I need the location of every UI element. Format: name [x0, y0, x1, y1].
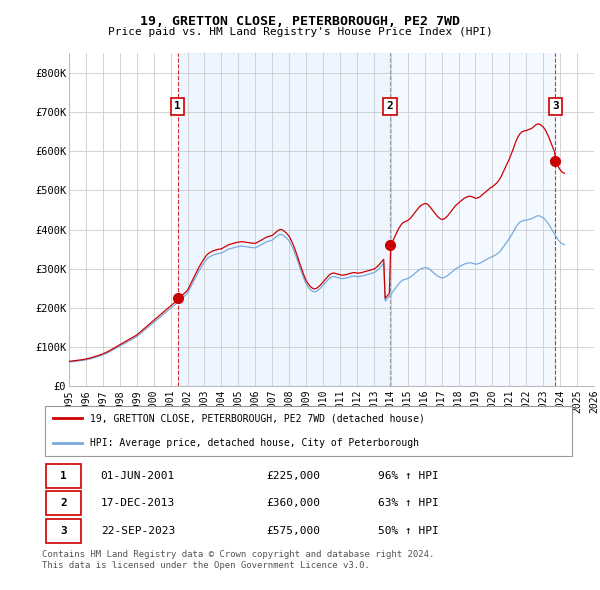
- Text: 3: 3: [552, 101, 559, 112]
- Bar: [390, 53, 556, 386]
- Text: 19, GRETTON CLOSE, PETERBOROUGH, PE2 7WD: 19, GRETTON CLOSE, PETERBOROUGH, PE2 7WD: [140, 15, 460, 28]
- Text: 2: 2: [387, 101, 394, 112]
- Text: 2: 2: [60, 498, 67, 508]
- Text: Contains HM Land Registry data © Crown copyright and database right 2024.: Contains HM Land Registry data © Crown c…: [42, 550, 434, 559]
- Text: £575,000: £575,000: [266, 526, 320, 536]
- Text: 1: 1: [60, 471, 67, 481]
- FancyBboxPatch shape: [44, 406, 572, 455]
- Text: HPI: Average price, detached house, City of Peterborough: HPI: Average price, detached house, City…: [90, 438, 419, 448]
- Text: 17-DEC-2013: 17-DEC-2013: [101, 498, 175, 508]
- Text: This data is licensed under the Open Government Licence v3.0.: This data is licensed under the Open Gov…: [42, 560, 370, 569]
- Text: 01-JUN-2001: 01-JUN-2001: [101, 471, 175, 481]
- Text: 50% ↑ HPI: 50% ↑ HPI: [379, 526, 439, 536]
- Text: 19, GRETTON CLOSE, PETERBOROUGH, PE2 7WD (detached house): 19, GRETTON CLOSE, PETERBOROUGH, PE2 7WD…: [90, 414, 425, 424]
- Text: 96% ↑ HPI: 96% ↑ HPI: [379, 471, 439, 481]
- Text: 22-SEP-2023: 22-SEP-2023: [101, 526, 175, 536]
- Text: Price paid vs. HM Land Registry's House Price Index (HPI): Price paid vs. HM Land Registry's House …: [107, 27, 493, 37]
- Text: £360,000: £360,000: [266, 498, 320, 508]
- Text: £225,000: £225,000: [266, 471, 320, 481]
- FancyBboxPatch shape: [46, 491, 81, 515]
- Text: 1: 1: [175, 101, 181, 112]
- Text: 3: 3: [60, 526, 67, 536]
- FancyBboxPatch shape: [46, 464, 81, 487]
- FancyBboxPatch shape: [46, 519, 81, 543]
- Text: 63% ↑ HPI: 63% ↑ HPI: [379, 498, 439, 508]
- Bar: [178, 53, 390, 386]
